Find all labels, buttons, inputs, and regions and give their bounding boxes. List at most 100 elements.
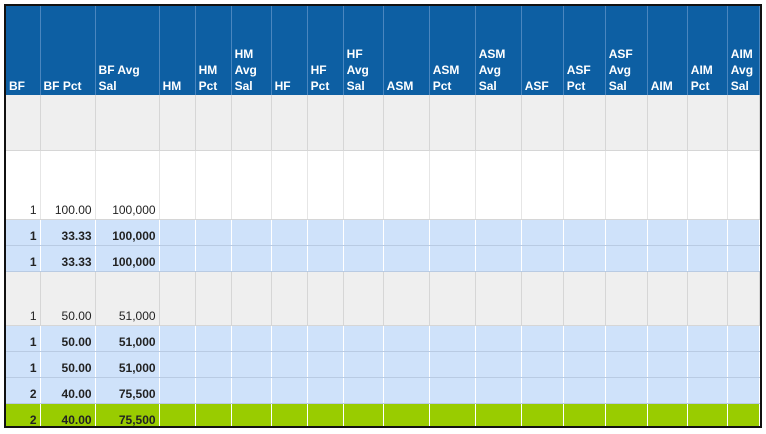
table-row[interactable]: [6, 95, 760, 151]
table-cell: [563, 377, 606, 404]
table-cell: 100,000: [95, 219, 160, 246]
table-cell: [563, 245, 606, 272]
table-cell: [343, 219, 384, 246]
table-cell: [271, 351, 308, 378]
table-cell: [647, 271, 688, 326]
column-header-hf-avg-sal[interactable]: HF Avg Sal: [343, 6, 384, 95]
table-cell: [605, 219, 648, 246]
table-cell: [687, 150, 728, 220]
table-row[interactable]: 2 40.00 75,500: [6, 377, 760, 404]
table-cell: [307, 325, 344, 352]
table-cell: [563, 95, 606, 151]
column-header-aim-pct[interactable]: AIM Pct: [687, 6, 728, 95]
column-header-asm[interactable]: ASM: [383, 6, 430, 95]
column-header-bf-pct[interactable]: BF Pct: [40, 6, 96, 95]
column-header-hm-avg-sal[interactable]: HM Avg Sal: [231, 6, 272, 95]
table-cell: [307, 351, 344, 378]
table-cell: [383, 150, 430, 220]
table-cell: [307, 245, 344, 272]
table-cell: [727, 245, 760, 272]
column-header-hm[interactable]: HM: [159, 6, 196, 95]
table-row[interactable]: 1 50.00 51,000: [6, 351, 760, 378]
table-cell: [231, 271, 272, 326]
column-header-hm-pct[interactable]: HM Pct: [195, 6, 232, 95]
table-row[interactable]: 1 100.00 100,000: [6, 150, 760, 220]
table-cell: [727, 325, 760, 352]
table-cell: [383, 219, 430, 246]
table-cell: [687, 377, 728, 404]
table-cell: [231, 325, 272, 352]
table-row[interactable]: 1 50.00 51,000: [6, 271, 760, 326]
table-cell: 51,000: [95, 351, 160, 378]
table-cell: [231, 95, 272, 151]
table-cell: [271, 325, 308, 352]
table-cell: [271, 245, 308, 272]
table-cell: [687, 245, 728, 272]
salary-report-table: BF BF Pct BF Avg Sal HM HM Pct HM Avg Sal HF HF…: [6, 6, 760, 426]
table-cell: [687, 325, 728, 352]
column-header-aim[interactable]: AIM: [647, 6, 688, 95]
column-header-asf-pct[interactable]: ASF Pct: [563, 6, 606, 95]
table-cell: [40, 95, 96, 151]
table-cell: [605, 325, 648, 352]
table-cell: [159, 95, 196, 151]
table-cell: 40.00: [40, 377, 96, 404]
header-row: BF BF Pct BF Avg Sal HM HM Pct HM Avg Sal HF HF…: [6, 6, 760, 95]
table-cell: [687, 351, 728, 378]
table-cell: [195, 351, 232, 378]
table-cell: 100.00: [40, 150, 96, 220]
table-cell: 2: [6, 403, 41, 426]
table-cell: [159, 150, 196, 220]
table-cell: [231, 351, 272, 378]
table-cell: [521, 351, 564, 378]
table-cell: 1: [6, 245, 41, 272]
table-cell: [521, 150, 564, 220]
table-cell: 1: [6, 271, 41, 326]
column-header-asm-avg-sal[interactable]: ASM Avg Sal: [475, 6, 522, 95]
table-cell: [563, 403, 606, 426]
column-header-asm-pct[interactable]: ASM Pct: [429, 6, 476, 95]
column-header-asf-avg-sal[interactable]: ASF Avg Sal: [605, 6, 648, 95]
table-cell: [307, 271, 344, 326]
table-cell: [429, 351, 476, 378]
column-header-hf[interactable]: HF: [271, 6, 308, 95]
table-cell: [429, 95, 476, 151]
table-cell: [647, 377, 688, 404]
table-row[interactable]: 1 33.33 100,000: [6, 219, 760, 246]
table-cell: 33.33: [40, 219, 96, 246]
table-cell: [687, 403, 728, 426]
table-row[interactable]: 1 33.33 100,000: [6, 245, 760, 272]
table-cell: [521, 271, 564, 326]
table-cell: [307, 377, 344, 404]
table-cell: 50.00: [40, 271, 96, 326]
column-header-bf[interactable]: BF: [6, 6, 41, 95]
table-cell: [521, 219, 564, 246]
table-cell: [687, 271, 728, 326]
table-cell: [343, 403, 384, 426]
table-cell: [343, 325, 384, 352]
column-header-bf-avg-sal[interactable]: BF Avg Sal: [95, 6, 160, 95]
table-row[interactable]: 1 50.00 51,000: [6, 325, 760, 352]
table-cell: [231, 219, 272, 246]
table-cell: [605, 271, 648, 326]
table-cell: [383, 95, 430, 151]
table-cell: [383, 271, 430, 326]
column-header-aim-avg-sal[interactable]: AIM Avg Sal: [727, 6, 760, 95]
table-cell: [475, 95, 522, 151]
table-row[interactable]: 2 40.00 75,500: [6, 403, 760, 426]
table-cell: [307, 403, 344, 426]
table-cell: [727, 150, 760, 220]
table-cell: [429, 377, 476, 404]
table-cell: [195, 219, 232, 246]
table-cell: 1: [6, 351, 41, 378]
table-cell: [383, 403, 430, 426]
table-cell: [727, 95, 760, 151]
table-cell: [475, 150, 522, 220]
table-cell: [521, 377, 564, 404]
column-header-asf[interactable]: ASF: [521, 6, 564, 95]
column-header-hf-pct[interactable]: HF Pct: [307, 6, 344, 95]
table-cell: [231, 377, 272, 404]
table-cell: [605, 377, 648, 404]
table-cell: [195, 245, 232, 272]
table-cell: [605, 403, 648, 426]
